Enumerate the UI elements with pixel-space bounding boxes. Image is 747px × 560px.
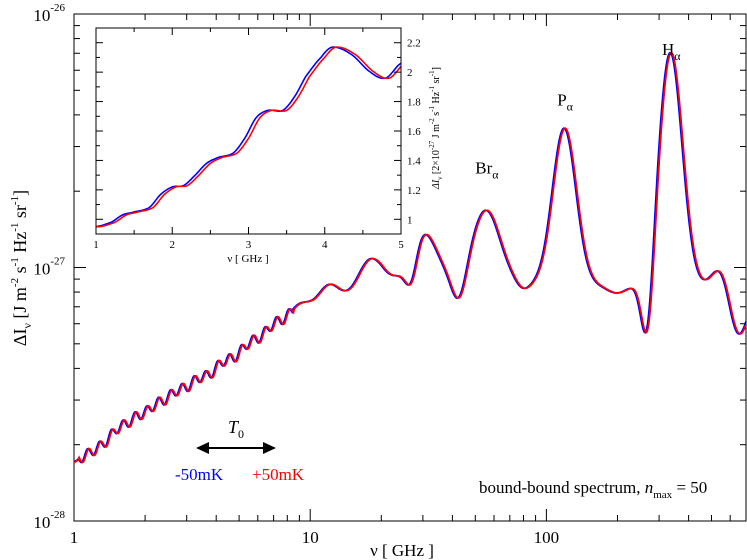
- inset-plot: 1 2 3 4 5 1 1.2 1.4 1.6 1.8 2 2.2 ν [ GHz ] ΔIν [2…: [93, 27, 444, 265]
- inset-series-line--50mK: [95, 46, 402, 228]
- main-y-axis-label: ΔIν [J m-2 s-1 Hz-1 sr-1]: [9, 190, 34, 346]
- annotation-p-alpha: Pα: [557, 91, 573, 114]
- inset-x-tick-label: 4: [322, 239, 328, 251]
- arrow-left-head: [196, 442, 209, 454]
- x-tick-label: 10: [302, 528, 319, 547]
- main-x-axis-label: ν [ GHz ]: [370, 541, 434, 560]
- y-tick-label: 10-27: [33, 256, 65, 279]
- annotation-h-alpha: Hα: [662, 40, 681, 63]
- legend-minus-50mk: -50mK: [175, 465, 224, 484]
- inset-x-tick-labels: 1 2 3 4 5: [93, 239, 404, 251]
- inset-x-tick-label: 3: [246, 239, 252, 251]
- x-tick-label: 100: [534, 528, 560, 547]
- inset-x-axis-label: ν [ GHz ]: [227, 253, 268, 265]
- main-x-tick-labels: 1 10 100: [70, 528, 559, 547]
- x-tick-label: 1: [70, 528, 79, 547]
- series-line-+50mK: [73, 51, 747, 464]
- inset-x-tick-label: 1: [93, 239, 99, 251]
- inset-y-tick-label: 1.6: [407, 126, 421, 138]
- main-plot: 1 10 100 10-28 10-27 10-26 ν [ GHz ] ΔIν [J …: [9, 2, 747, 560]
- inset-x-tick-label: 2: [170, 239, 176, 251]
- temperature-label: T0: [228, 417, 244, 441]
- arrow-right-head: [263, 442, 276, 454]
- main-y-tick-labels: 10-28 10-27 10-26: [33, 2, 65, 532]
- inset-curves: [95, 46, 402, 228]
- main-ticks: [73, 13, 747, 522]
- inset-y-tick-label: 1.4: [407, 155, 421, 167]
- line-annotations: Brα Pα Hα: [475, 40, 681, 182]
- inset-y-tick-label: 2: [407, 67, 413, 79]
- annotation-br-alpha: Brα: [475, 158, 499, 181]
- inset-y-tick-label: 2.2: [407, 38, 421, 50]
- inset-ticks: [95, 27, 402, 235]
- temperature-legend: T0 -50mK +50mK: [175, 417, 305, 484]
- y-tick-label: 10-26: [33, 2, 65, 25]
- inset-x-tick-label: 5: [398, 239, 404, 251]
- legend-plus-50mk: +50mK: [252, 465, 305, 484]
- y-tick-label: 10-28: [33, 509, 65, 532]
- main-curves: [73, 51, 747, 464]
- inset-y-tick-labels: 1 1.2 1.4 1.6 1.8 2 2.2: [407, 38, 421, 227]
- inset-y-tick-label: 1: [407, 214, 413, 226]
- inset-y-tick-label: 1.8: [407, 97, 421, 109]
- inset-series-line-+50mK: [96, 46, 402, 228]
- spectrum-caption: bound-bound spectrum, nmax = 50: [479, 478, 707, 501]
- inset-y-tick-label: 1.2: [407, 185, 421, 197]
- inset-y-axis-label: ΔIν [2×10-27 J m-2 s-1 Hz-1 sr-1]: [428, 67, 444, 190]
